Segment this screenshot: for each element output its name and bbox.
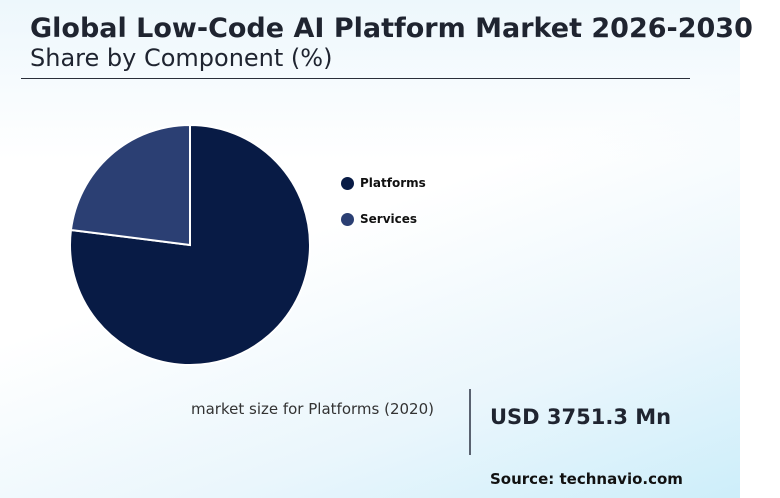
chart-legend: Platforms Services [341,173,426,245]
legend-label-services: Services [360,212,418,226]
legend-item-services: Services [341,209,426,229]
source-credit: Source: technavio.com [490,470,683,488]
chart-title: Global Low-Code AI Platform Market 2026-… [30,13,753,44]
chart-subtitle: Share by Component (%) [30,44,333,72]
title-divider [21,78,690,79]
legend-item-platforms: Platforms [341,173,426,193]
market-size-label: market size for Platforms (2020) [191,400,434,418]
pie-slice-services [69,123,191,247]
legend-label-platforms: Platforms [360,176,426,190]
legend-swatch-services [341,212,354,226]
market-size-value: USD 3751.3 Mn [490,405,672,429]
stat-divider [469,389,471,455]
header-background [0,0,740,160]
legend-swatch-platforms [341,176,354,190]
